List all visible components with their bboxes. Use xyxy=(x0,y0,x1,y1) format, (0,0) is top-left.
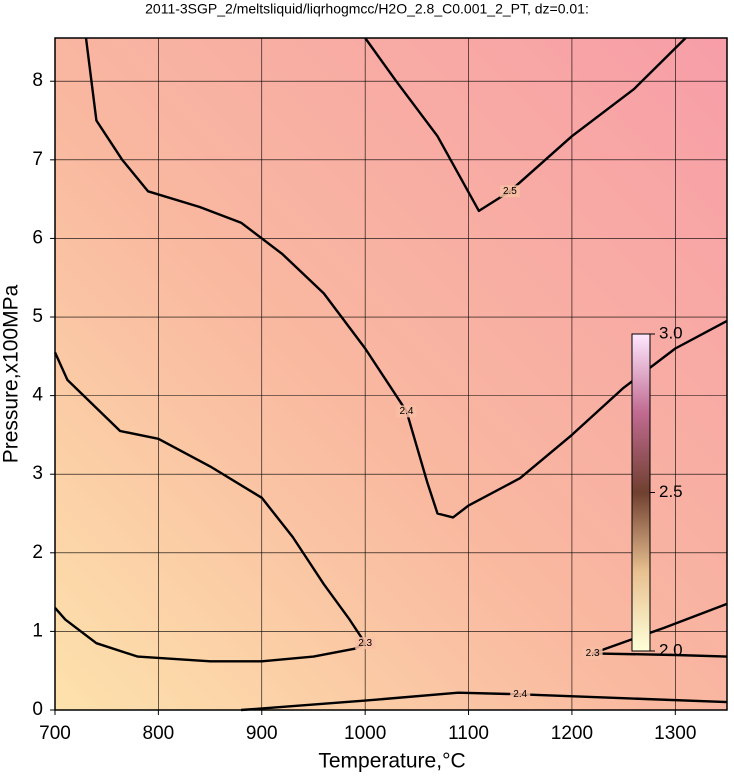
colorbar-tick-label: 3.0 xyxy=(659,323,683,342)
plot-frame xyxy=(54,37,728,711)
x-tick-label: 1300 xyxy=(654,723,696,744)
colorbar-tick-label: 2.5 xyxy=(659,482,683,501)
y-tick-label: 6 xyxy=(32,227,43,248)
y-tick-label: 0 xyxy=(32,699,43,720)
x-tick-label: 1000 xyxy=(344,723,386,744)
chart-title: 2011-3SGP_2/meltsliquid/liqrhogmcc/H2O_2… xyxy=(145,1,589,17)
plot-background xyxy=(55,38,727,710)
contour-label: 2.3 xyxy=(358,638,372,649)
x-tick-label: 700 xyxy=(39,723,71,744)
y-tick-label: 7 xyxy=(32,149,43,170)
contour-label: 2.4 xyxy=(513,689,527,700)
y-tick-label: 3 xyxy=(32,463,43,484)
contour-label: 2.3 xyxy=(586,648,600,659)
x-axis-label: Temperature,°C xyxy=(318,750,465,773)
colorbar xyxy=(631,333,651,652)
contour-line xyxy=(53,351,367,663)
y-tick-label: 5 xyxy=(32,306,43,327)
contour-label: 2.4 xyxy=(400,406,414,417)
contour-line xyxy=(364,37,687,213)
y-tick-label: 2 xyxy=(32,542,43,563)
x-tick-label: 1200 xyxy=(551,723,593,744)
colorbar-tick-label: 2.0 xyxy=(659,640,683,659)
contour-line xyxy=(241,691,728,712)
y-tick-label: 1 xyxy=(32,620,43,641)
x-tick-label: 900 xyxy=(246,723,278,744)
y-tick-label: 4 xyxy=(32,385,43,406)
y-axis-label: Pressure,x100MPa xyxy=(0,284,23,463)
contour-label: 2.5 xyxy=(503,186,517,197)
x-tick-label: 800 xyxy=(143,723,175,744)
y-tick-label: 8 xyxy=(32,70,43,91)
x-tick-label: 1100 xyxy=(448,723,489,744)
